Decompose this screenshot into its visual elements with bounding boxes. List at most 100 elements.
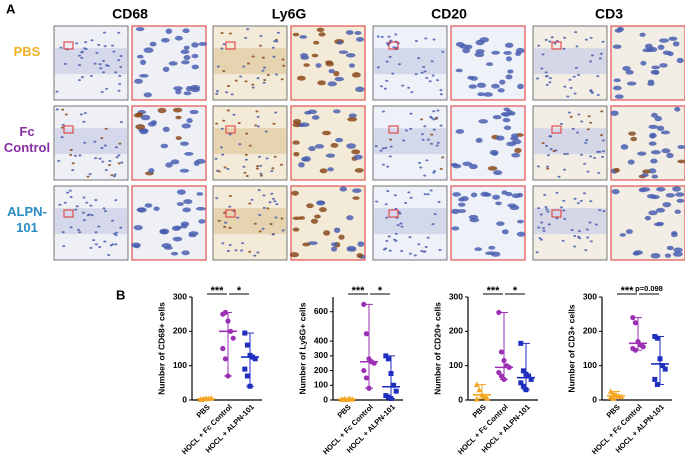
cell-nucleus bbox=[81, 211, 85, 214]
cell-nucleus bbox=[429, 189, 433, 192]
cell-nucleus bbox=[675, 192, 685, 197]
zoom-marker bbox=[63, 209, 74, 218]
cell-nucleus bbox=[102, 31, 106, 34]
cell-nucleus bbox=[388, 155, 392, 158]
cell-nucleus bbox=[251, 55, 255, 58]
cell-nucleus bbox=[159, 229, 166, 234]
cell-nucleus bbox=[573, 234, 577, 237]
cell-nucleus bbox=[560, 206, 564, 209]
cell-nucleus bbox=[598, 209, 602, 212]
cell-nucleus bbox=[348, 63, 355, 68]
cell-nucleus bbox=[228, 133, 232, 136]
data-point bbox=[660, 363, 666, 369]
cell-nucleus bbox=[117, 154, 121, 157]
data-point bbox=[520, 368, 526, 374]
significance-label: *** bbox=[352, 285, 366, 297]
cell-nucleus bbox=[672, 186, 682, 192]
cell-nucleus bbox=[424, 245, 428, 248]
cell-nucleus bbox=[673, 247, 683, 253]
cell-nucleus bbox=[275, 40, 279, 43]
cell-nucleus bbox=[226, 109, 230, 112]
cell-nucleus bbox=[394, 33, 398, 36]
cell-nucleus bbox=[224, 221, 228, 224]
cell-nucleus bbox=[516, 231, 526, 237]
cell-nucleus bbox=[553, 42, 557, 45]
cell-nucleus bbox=[601, 139, 605, 142]
data-point bbox=[385, 356, 391, 362]
cell-nucleus bbox=[602, 150, 606, 153]
cell-nucleus bbox=[136, 54, 144, 59]
x-tick-label: PBS bbox=[195, 402, 212, 419]
cell-nucleus bbox=[292, 227, 300, 232]
cell-nucleus bbox=[78, 154, 82, 157]
cell-nucleus bbox=[488, 245, 496, 250]
cell-nucleus bbox=[433, 170, 437, 173]
cell-nucleus bbox=[248, 144, 252, 147]
cell-nucleus bbox=[404, 201, 408, 204]
cell-nucleus bbox=[386, 190, 390, 193]
cell-nucleus bbox=[170, 251, 179, 256]
cell-nucleus bbox=[384, 146, 388, 149]
cell-nucleus bbox=[467, 75, 475, 80]
cell-nucleus bbox=[292, 32, 300, 37]
cell-nucleus bbox=[420, 71, 424, 74]
cell-nucleus bbox=[600, 134, 604, 137]
cell-nucleus bbox=[109, 244, 113, 247]
cell-nucleus bbox=[346, 246, 357, 251]
cell-nucleus bbox=[388, 249, 392, 252]
cell-nucleus bbox=[274, 38, 278, 41]
cell-nucleus bbox=[336, 40, 343, 45]
cell-nucleus bbox=[654, 115, 662, 122]
cell-nucleus bbox=[462, 161, 473, 167]
cell-nucleus bbox=[244, 36, 248, 39]
cell-nucleus bbox=[389, 39, 393, 42]
cell-nucleus bbox=[61, 231, 65, 234]
data-point bbox=[476, 386, 483, 393]
cell-nucleus bbox=[80, 76, 84, 79]
cell-nucleus bbox=[148, 168, 155, 174]
zoom-marker bbox=[63, 125, 74, 134]
cell-nucleus bbox=[537, 226, 541, 229]
cell-nucleus bbox=[422, 65, 426, 68]
cell-nucleus bbox=[275, 73, 279, 76]
cell-nucleus bbox=[172, 107, 183, 113]
cell-nucleus bbox=[650, 69, 659, 75]
cell-nucleus bbox=[550, 36, 554, 39]
cell-nucleus bbox=[414, 39, 418, 42]
cell-nucleus bbox=[648, 124, 658, 129]
cell-nucleus bbox=[536, 165, 540, 168]
cell-nucleus bbox=[639, 32, 646, 37]
panel-label: A bbox=[6, 1, 16, 16]
cell-nucleus bbox=[83, 112, 87, 115]
cell-nucleus bbox=[642, 169, 651, 174]
cell-nucleus bbox=[175, 136, 182, 141]
cell-nucleus bbox=[483, 92, 493, 97]
cell-nucleus bbox=[327, 167, 334, 172]
cell-nucleus bbox=[661, 148, 671, 154]
cell-nucleus bbox=[103, 45, 107, 48]
cell-nucleus bbox=[311, 115, 320, 120]
cell-nucleus bbox=[240, 249, 244, 252]
x-tick-label: PBS bbox=[605, 402, 622, 419]
cell-nucleus bbox=[193, 160, 200, 166]
cell-nucleus bbox=[640, 60, 647, 66]
cell-nucleus bbox=[425, 159, 429, 162]
cell-nucleus bbox=[437, 201, 441, 204]
cell-nucleus bbox=[325, 153, 336, 158]
cell-nucleus bbox=[160, 143, 169, 149]
cell-nucleus bbox=[540, 221, 544, 224]
cell-nucleus bbox=[135, 124, 146, 130]
cell-nucleus bbox=[396, 224, 400, 227]
cell-nucleus bbox=[549, 135, 553, 138]
cell-nucleus bbox=[191, 42, 199, 48]
cell-nucleus bbox=[183, 45, 190, 50]
cell-nucleus bbox=[227, 84, 231, 87]
cell-nucleus bbox=[55, 90, 59, 93]
cell-nucleus bbox=[357, 241, 365, 247]
cell-nucleus bbox=[119, 54, 123, 57]
cell-nucleus bbox=[614, 94, 624, 99]
cell-nucleus bbox=[120, 161, 124, 164]
cell-nucleus bbox=[289, 252, 299, 258]
cell-nucleus bbox=[540, 67, 544, 70]
cell-nucleus bbox=[541, 142, 545, 145]
